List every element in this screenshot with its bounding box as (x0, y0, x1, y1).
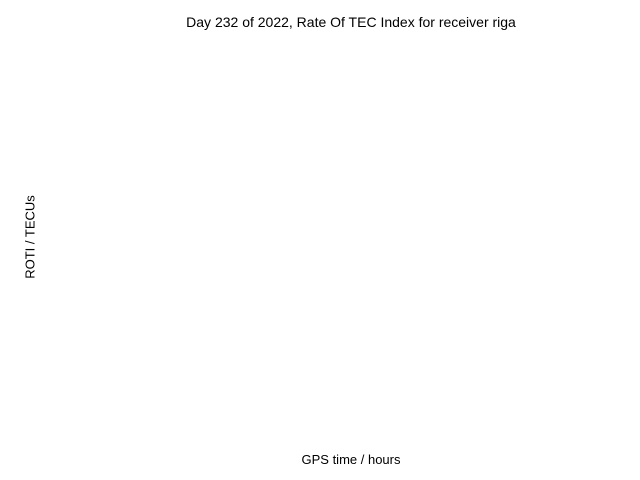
x-axis-label: GPS time / hours (301, 452, 401, 467)
chart-title: Day 232 of 2022, Rate Of TEC Index for r… (186, 14, 516, 30)
y-axis-label: ROTI / TECUs (22, 195, 38, 279)
